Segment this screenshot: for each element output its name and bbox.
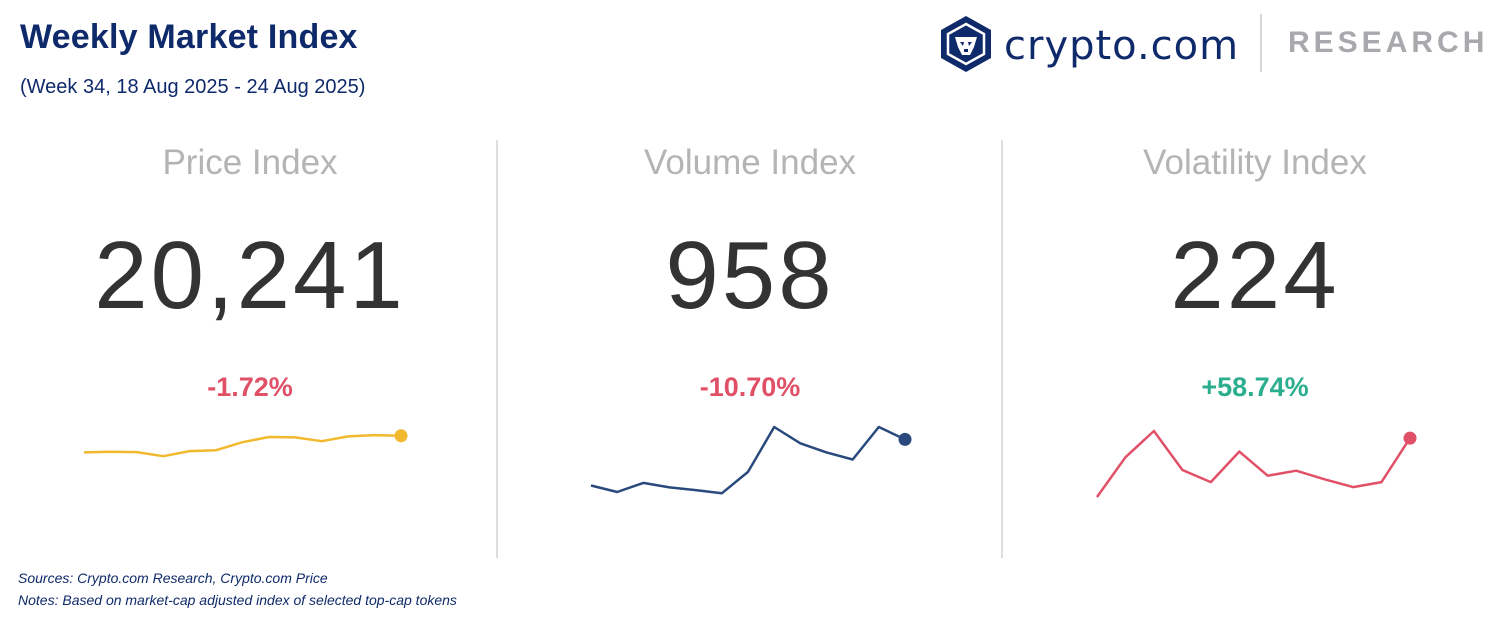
price-index-sparkline	[0, 140, 500, 560]
page-title: Weekly Market Index	[20, 18, 358, 57]
panel-divider	[496, 140, 498, 558]
page-subtitle: (Week 34, 18 Aug 2025 - 24 Aug 2025)	[20, 76, 365, 99]
brand-section-label: RESEARCH	[1288, 28, 1488, 58]
volatility-latest-point	[1404, 432, 1417, 445]
volume-series-line	[591, 427, 905, 493]
brand-name: crypto.com	[1004, 26, 1239, 66]
crypto-com-lion-logo-icon	[940, 15, 992, 73]
volatility-index-panel: Volatility Index 224 +58.74%	[1005, 140, 1500, 560]
price-latest-point	[395, 429, 408, 442]
brand-divider	[1260, 14, 1262, 72]
volume-index-panel: Volume Index 958 -10.70%	[500, 140, 1000, 560]
brand-lockup: crypto.com RESEARCH	[940, 12, 1485, 74]
volume-latest-point	[899, 433, 912, 446]
volatility-index-sparkline	[1005, 140, 1500, 560]
volume-index-sparkline	[500, 140, 1000, 560]
sources-note: Sources: Crypto.com Research, Crypto.com…	[18, 570, 328, 586]
price-series-line	[84, 435, 401, 456]
notes-note: Notes: Based on market-cap adjusted inde…	[18, 592, 457, 608]
panel-divider	[1001, 140, 1003, 558]
price-index-panel: Price Index 20,241 -1.72%	[0, 140, 500, 560]
volatility-series-line	[1097, 431, 1410, 497]
